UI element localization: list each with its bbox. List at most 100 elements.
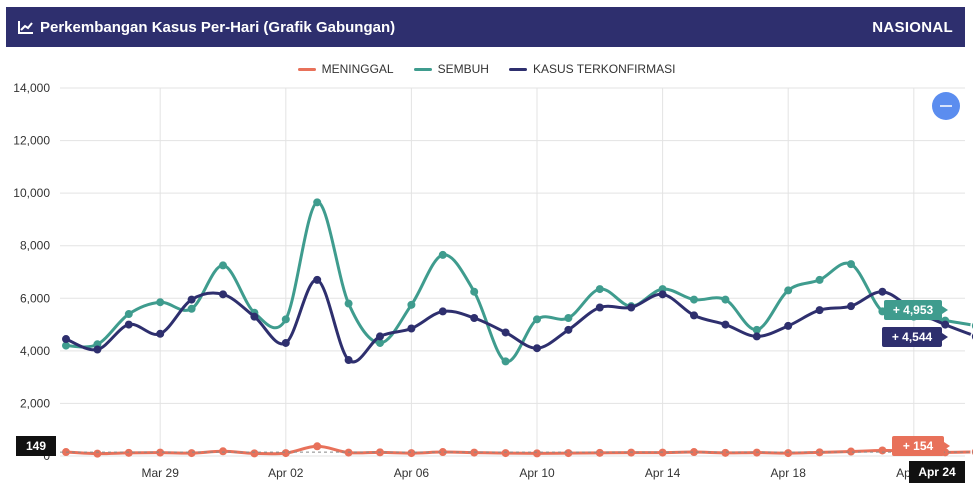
tooltip-terkonfirmasi-label-arrow [942,333,948,341]
data-point-terkonfirmasi [627,303,636,312]
y-tick-label: 2,000 [20,396,50,410]
data-point-sembuh [344,299,353,308]
data-point-meninggal [281,449,290,458]
x-tick-label: Apr 10 [519,466,555,480]
data-point-sembuh [752,325,761,334]
chart-title: Perkembangan Kasus Per-Hari (Grafik Gabu… [40,18,396,36]
header-left: Perkembangan Kasus Per-Hari (Grafik Gabu… [18,19,395,36]
y-tick-label: 10,000 [13,186,50,200]
data-point-meninggal [250,449,259,458]
line-chart-icon [18,21,33,34]
data-point-meninggal [187,449,196,458]
data-point-meninggal [847,447,855,456]
data-point-terkonfirmasi [784,321,793,330]
data-point-terkonfirmasi [313,275,322,284]
data-point-sembuh [281,315,290,324]
data-point-meninggal [564,449,573,458]
crosshair-y-label: 149 [26,439,46,453]
data-point-terkonfirmasi [658,290,667,299]
chart-header: Perkembangan Kasus Per-Hari (Grafik Gabu… [6,7,965,47]
data-point-terkonfirmasi [721,320,730,329]
data-point-terkonfirmasi [438,307,447,316]
data-point-sembuh [313,198,322,207]
data-point-sembuh [690,295,698,304]
data-point-terkonfirmasi [501,328,510,337]
series-line-sembuh [65,200,973,363]
data-point-terkonfirmasi [533,344,541,353]
data-point-sembuh [219,261,227,270]
data-point-terkonfirmasi [344,356,353,365]
data-point-terkonfirmasi [187,295,196,304]
data-point-terkonfirmasi [690,311,698,320]
data-point-meninggal [156,448,165,457]
crosshair-x-label: Apr 24 [918,465,956,479]
data-point-sembuh [376,338,384,347]
data-point-meninggal [721,448,730,457]
tooltip-sembuh-label-arrow [942,306,948,314]
data-point-meninggal [784,449,793,458]
data-point-sembuh [62,341,70,350]
tooltip-sembuh-label: + 4,953 [893,303,934,317]
crosshair-x-badge-bg [909,461,965,483]
data-point-meninggal [878,446,887,455]
data-point-sembuh [438,250,447,259]
data-point-meninggal [595,448,604,457]
tooltip-sembuh-label-bg [884,300,942,320]
y-tick-label: 14,000 [13,81,50,95]
data-point-sembuh [564,314,573,322]
scope-label: NASIONAL [872,18,953,36]
legend-item-terkonfirmasi[interactable]: KASUS TERKONFIRMASI [508,62,675,76]
data-point-meninggal [124,448,133,457]
data-point-terkonfirmasi [878,287,887,296]
data-point-terkonfirmasi [376,332,384,341]
data-point-meninggal [407,449,416,458]
data-point-sembuh [156,298,165,307]
data-point-terkonfirmasi [470,314,479,322]
chart-legend: MENINGGAL SEMBUH KASUS TERKONFIRMASI [0,62,973,76]
x-tick-label: Apr 02 [268,466,304,480]
data-point-meninggal [93,449,102,458]
data-point-terkonfirmasi [941,320,950,329]
x-tick-label: Apr 18 [771,466,807,480]
data-point-sembuh [847,260,855,269]
data-point-terkonfirmasi [93,345,102,354]
x-tick-label: Apr 06 [394,466,430,480]
data-point-terkonfirmasi [156,329,165,338]
data-point-terkonfirmasi [815,306,824,315]
x-tick-label: Apr 14 [645,466,681,480]
y-tick-label: 4,000 [20,344,50,358]
data-point-meninggal [815,448,824,457]
data-point-sembuh [721,295,730,304]
data-point-sembuh [784,286,793,295]
y-tick-label: 12,000 [13,134,50,148]
legend-swatch-sembuh [413,67,432,71]
data-point-sembuh [815,275,824,284]
data-point-sembuh [470,287,479,296]
data-point-terkonfirmasi [595,303,604,312]
data-point-terkonfirmasi [407,324,416,333]
series-line-meninggal [65,444,973,456]
crosshair-y-badge-bg [16,436,56,456]
tooltip-meninggal-label-arrow [944,442,950,450]
data-point-sembuh [595,285,604,294]
data-point-terkonfirmasi [847,302,855,311]
data-point-meninggal [219,447,227,456]
legend-swatch-terkonfirmasi [508,67,527,71]
data-point-meninggal [533,449,541,458]
legend-item-sembuh[interactable]: SEMBUH [413,62,489,76]
y-tick-label: 6,000 [20,291,50,305]
legend-swatch-meninggal [297,67,316,71]
legend-label-meninggal: MENINGGAL [321,62,394,76]
data-point-sembuh [187,304,196,313]
tooltip-meninggal-label-bg [892,436,944,456]
legend-item-meninggal[interactable]: MENINGGAL [297,62,394,76]
data-point-terkonfirmasi [281,338,290,347]
data-point-sembuh [407,300,416,309]
y-tick-label: 8,000 [20,239,50,253]
data-point-terkonfirmasi [564,325,573,334]
tooltip-terkonfirmasi-label-bg [882,327,942,347]
data-point-meninggal [690,448,698,457]
tooltip-terkonfirmasi-label: + 4,544 [892,330,933,344]
data-point-meninggal [313,442,322,451]
